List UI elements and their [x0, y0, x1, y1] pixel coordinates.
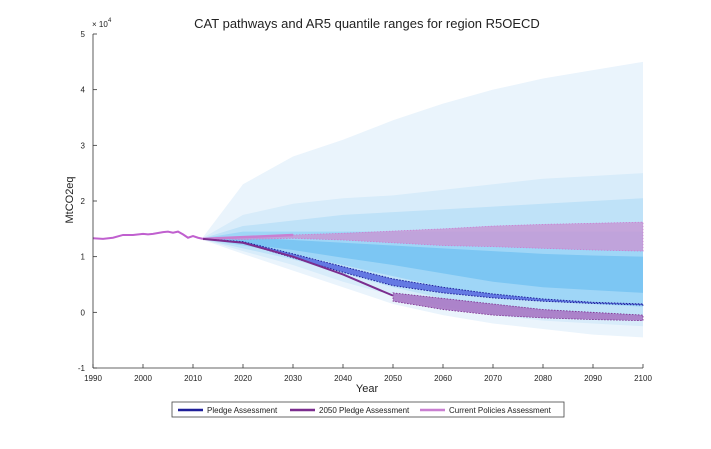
y-tick-label: 3 [81, 141, 86, 150]
pledge-band [202, 238, 644, 306]
current-policies-band [202, 221, 644, 252]
x-tick-label: 2070 [484, 374, 502, 383]
y-tick-label: 2 [81, 197, 86, 206]
legend-label-2050-pledge: 2050 Pledge Assessment [319, 406, 410, 415]
x-tick-label: 2100 [634, 374, 652, 383]
y-axis-title: MtCO2eq [64, 176, 76, 223]
y-tick-label: -1 [78, 364, 86, 373]
pledge-2050-band [392, 292, 644, 322]
y-exponent-label: × 10 [92, 20, 108, 29]
y-tick-label: 5 [81, 30, 86, 39]
current-policies-line [202, 233, 294, 241]
y-exponent-power: 4 [108, 18, 112, 24]
history-line [92, 230, 204, 240]
y-tick-label: 4 [81, 86, 86, 95]
pledge-2050-line [202, 237, 394, 297]
ar5-bands-layer [203, 61, 643, 338]
x-tick-label: 2010 [184, 374, 202, 383]
legend: Pledge Assessment 2050 Pledge Assessment… [171, 401, 565, 418]
history-layer [92, 230, 204, 240]
ar5-quantile-band-4 [203, 237, 643, 293]
x-tick-label: 2080 [534, 374, 552, 383]
x-tick-label: 2050 [384, 374, 402, 383]
x-tick-label: 2020 [234, 374, 252, 383]
chart-title: CAT pathways and AR5 quantile ranges for… [194, 16, 540, 31]
x-tick-label: 2000 [134, 374, 152, 383]
x-tick-label: 2030 [284, 374, 302, 383]
x-tick-label: 1990 [84, 374, 102, 383]
series-layer [202, 221, 644, 322]
axes-layer: 1990 2000 2010 2020 2030 2040 2050 2060 2070 2080… [78, 30, 653, 383]
legend-box [171, 401, 565, 418]
y-tick-label: 1 [81, 253, 86, 262]
y-tick-label: 0 [81, 308, 86, 317]
legend-label-pledge: Pledge Assessment [207, 406, 278, 415]
legend-label-current-policies: Current Policies Assessment [449, 406, 552, 415]
x-axis-title: Year [356, 383, 379, 395]
x-tick-label: 2090 [584, 374, 602, 383]
x-tick-label: 2060 [434, 374, 452, 383]
x-tick-label: 2040 [334, 374, 352, 383]
